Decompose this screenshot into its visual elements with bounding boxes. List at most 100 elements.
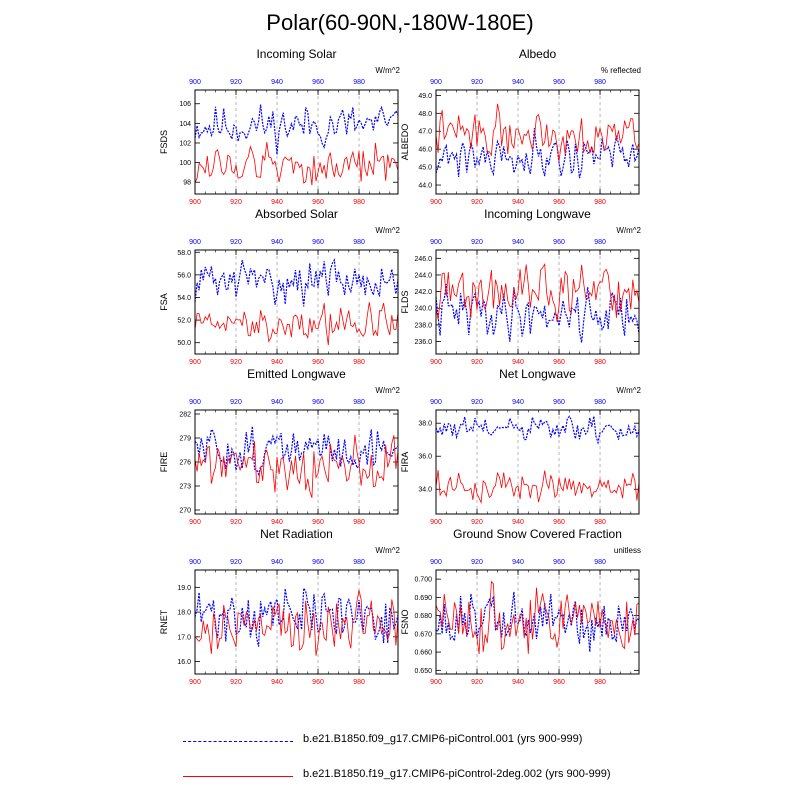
x-tick-label-top: 940 — [512, 559, 524, 566]
plot-frame — [194, 249, 399, 355]
x-tick-label-top: 980 — [594, 399, 606, 406]
x-tick-label-bottom: 940 — [271, 199, 283, 206]
x-tick-label-bottom: 940 — [512, 679, 524, 686]
x-tick-label-top: 900 — [189, 559, 201, 566]
x-tick-label-bottom: 960 — [312, 359, 324, 366]
y-axis-label: ALBEDO — [400, 124, 410, 161]
x-tick-label-bottom: 940 — [512, 359, 524, 366]
y-tick-label: 273 — [179, 484, 191, 491]
x-tick-label-top: 980 — [594, 559, 606, 566]
x-tick-label-bottom: 980 — [353, 519, 365, 526]
x-tick-label-bottom: 960 — [312, 519, 324, 526]
y-tick-label: 56.0 — [177, 272, 191, 279]
x-tick-label-top: 960 — [312, 79, 324, 86]
panel-fsds: Incoming Solar W/m^2 FSDS 900 900 920 920 940 94… — [159, 47, 401, 206]
x-tick-label-top: 900 — [430, 79, 442, 86]
x-tick-label-top: 920 — [230, 559, 242, 566]
y-tick-label: 0.660 — [414, 650, 432, 657]
y-tick-label: 0.680 — [414, 613, 432, 620]
x-tick-label-bottom: 920 — [230, 199, 242, 206]
units-label: W/m^2 — [375, 226, 400, 235]
x-tick-label-top: 980 — [353, 239, 365, 246]
y-axis-label: FSA — [159, 293, 169, 311]
x-tick-label-bottom: 920 — [471, 519, 483, 526]
y-tick-label: 244.0 — [414, 272, 432, 279]
series-line-red — [194, 142, 399, 186]
y-tick-label: 100 — [179, 160, 191, 167]
series-line-red — [194, 302, 399, 346]
x-tick-label-top: 920 — [471, 399, 483, 406]
panel-title: Incoming Solar — [256, 47, 336, 61]
x-tick-label-bottom: 980 — [353, 359, 365, 366]
series-line-red — [194, 590, 399, 656]
y-axis-label: FIRA — [400, 452, 410, 473]
x-tick-label-top: 920 — [230, 239, 242, 246]
panel-fira: Net Longwave W/m^2 FIRA 900 900 920 920 940 940 9… — [400, 367, 642, 526]
x-tick-label-bottom: 980 — [594, 679, 606, 686]
y-tick-label: 17.0 — [177, 634, 191, 641]
y-tick-label: 0.670 — [414, 631, 432, 638]
y-tick-label: 47.0 — [418, 129, 432, 136]
y-tick-label: 102 — [179, 140, 191, 147]
panel-flds: Incoming Longwave W/m^2 FLDS 900 900 920 920 94… — [400, 207, 642, 366]
series-line-blue — [194, 258, 399, 307]
plot-frame — [435, 249, 640, 355]
y-tick-label: 16.0 — [177, 659, 191, 666]
plot-frame — [194, 89, 399, 195]
x-tick-label-top: 940 — [271, 239, 283, 246]
y-tick-label: 58.0 — [177, 250, 191, 257]
x-tick-label-bottom: 920 — [471, 679, 483, 686]
x-tick-label-top: 920 — [471, 79, 483, 86]
y-tick-label: 49.0 — [418, 93, 432, 100]
x-tick-label-bottom: 920 — [230, 359, 242, 366]
panel-title: Incoming Longwave — [484, 207, 591, 221]
panel-albedo: Albedo % reflected ALBEDO 900 900 920 920 940 94… — [400, 47, 641, 206]
y-tick-label: 276 — [179, 460, 191, 467]
x-tick-label-bottom: 900 — [189, 199, 201, 206]
y-tick-label: 38.0 — [418, 421, 432, 428]
x-tick-label-top: 940 — [512, 239, 524, 246]
y-tick-label: 48.0 — [418, 111, 432, 118]
x-tick-label-bottom: 980 — [594, 199, 606, 206]
x-tick-label-bottom: 900 — [189, 519, 201, 526]
y-tick-label: 0.650 — [414, 668, 432, 675]
y-axis-label: FSNO — [400, 609, 410, 634]
plot-frame — [435, 89, 640, 195]
legend-dashed-line-swatch — [183, 741, 293, 742]
y-axis-label: RNET — [159, 609, 169, 634]
series-line-blue — [194, 426, 399, 476]
legend-item-1: b.e21.B1850.f09_g17.CMIP6-piControl.001 … — [0, 727, 800, 757]
x-tick-label-top: 900 — [430, 399, 442, 406]
x-tick-label-top: 980 — [594, 239, 606, 246]
y-tick-label: 246.0 — [414, 256, 432, 263]
legend-item-2: b.e21.B1850.f19_g17.CMIP6-piControl-2deg… — [0, 762, 800, 792]
series-line-red — [435, 470, 640, 504]
x-tick-label-top: 940 — [271, 399, 283, 406]
x-tick-label-top: 920 — [230, 399, 242, 406]
x-tick-label-bottom: 900 — [189, 359, 201, 366]
series-line-blue — [194, 586, 399, 647]
x-tick-label-bottom: 940 — [271, 679, 283, 686]
y-tick-label: 50.0 — [177, 340, 191, 347]
x-tick-label-top: 920 — [471, 559, 483, 566]
x-tick-label-top: 980 — [353, 399, 365, 406]
units-label: W/m^2 — [375, 66, 400, 75]
units-label: W/m^2 — [616, 226, 641, 235]
y-tick-label: 54.0 — [177, 295, 191, 302]
x-tick-label-top: 960 — [553, 239, 565, 246]
panel-title: Net Radiation — [260, 527, 333, 541]
x-tick-label-top: 980 — [594, 79, 606, 86]
x-tick-label-bottom: 900 — [430, 359, 442, 366]
panel-rnet: Net Radiation W/m^2 RNET 900 900 920 920 940 940… — [159, 527, 401, 686]
panel-title: Albedo — [519, 47, 557, 61]
x-tick-label-top: 960 — [553, 79, 565, 86]
x-tick-label-bottom: 920 — [471, 199, 483, 206]
x-tick-label-top: 940 — [271, 559, 283, 566]
y-tick-label: 282 — [179, 412, 191, 419]
x-tick-label-bottom: 920 — [471, 359, 483, 366]
x-tick-label-bottom: 980 — [353, 199, 365, 206]
x-tick-label-top: 940 — [512, 79, 524, 86]
plot-frame — [435, 409, 640, 515]
series-line-blue — [194, 104, 399, 155]
units-label: W/m^2 — [616, 386, 641, 395]
